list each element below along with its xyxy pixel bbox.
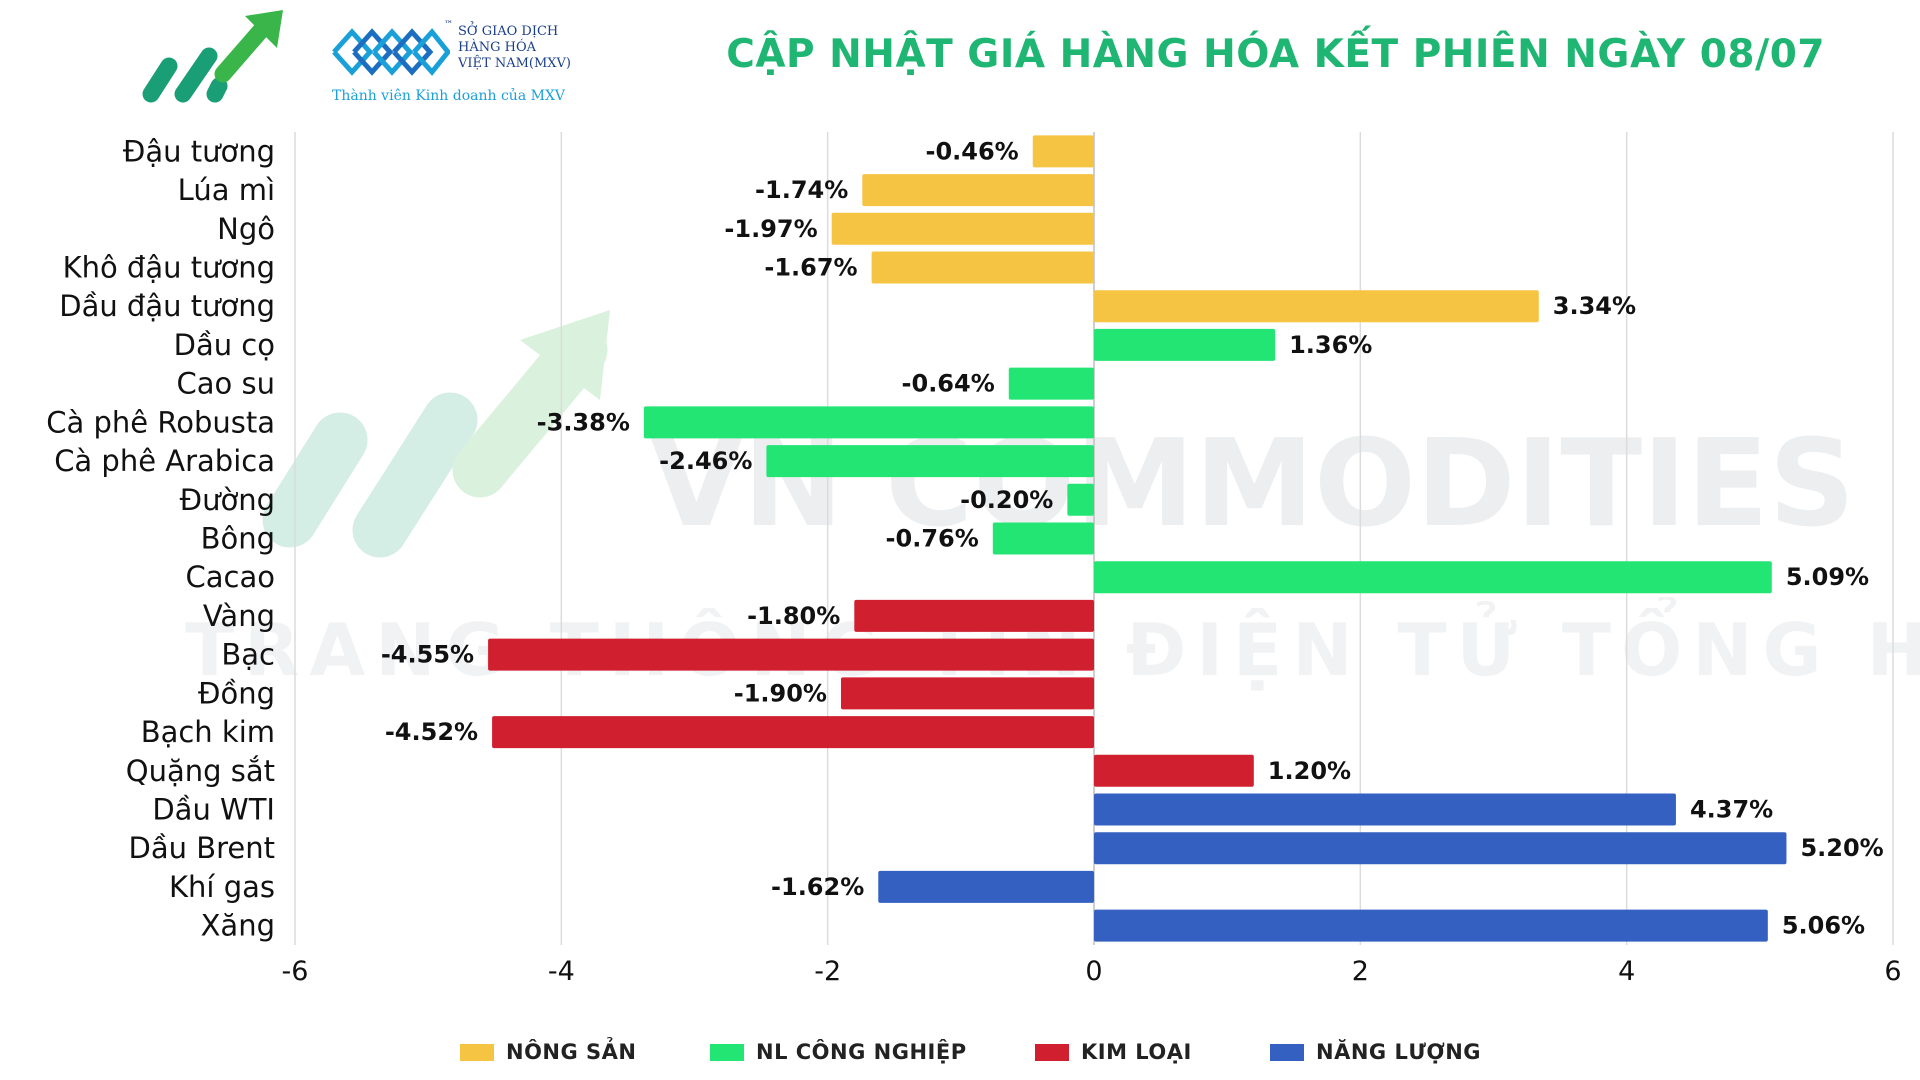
legend-label: NĂNG LƯỢNG <box>1316 1040 1482 1064</box>
mxv-emblem-icon <box>332 28 450 76</box>
bar-13 <box>488 638 1094 671</box>
value-label-9: -0.20% <box>960 486 1053 514</box>
value-label-5: 1.36% <box>1289 331 1372 359</box>
bar-11 <box>1094 561 1772 594</box>
bar-14 <box>840 677 1094 710</box>
category-label-1: Lúa mì <box>178 173 275 207</box>
legend-swatch <box>1035 1043 1069 1061</box>
value-label-12: -1.80% <box>747 602 840 630</box>
bar-18 <box>1094 832 1787 865</box>
legend-item-nl-cong-nghiep: NL CÔNG NGHIỆP <box>710 1040 967 1064</box>
legend-item-kim-loai: KIM LOẠI <box>1035 1040 1192 1064</box>
value-label-19: -1.62% <box>771 873 864 901</box>
bar-5 <box>1094 328 1276 361</box>
x-tick-6: 6 <box>1884 956 1901 987</box>
value-label-16: 1.20% <box>1268 757 1351 785</box>
x-tick-5: 4 <box>1618 956 1635 987</box>
value-label-13: -4.55% <box>381 641 474 669</box>
bar-7 <box>643 406 1094 439</box>
category-label-17: Dầu WTI <box>152 793 275 827</box>
category-label-4: Dầu đậu tương <box>59 289 275 323</box>
legend-swatch <box>460 1043 494 1061</box>
category-label-6: Cao su <box>177 367 275 401</box>
value-label-3: -1.67% <box>764 254 857 282</box>
value-label-14: -1.90% <box>734 679 827 707</box>
legend-swatch <box>710 1043 744 1061</box>
commodity-price-bar-chart: VN COMMODITIES TRANG THÔNG TIN ĐIỆN TỬ T… <box>46 132 1920 987</box>
bar-6 <box>1008 367 1094 400</box>
category-label-10: Bông <box>201 522 275 556</box>
value-label-7: -3.38% <box>537 408 630 436</box>
value-label-10: -0.76% <box>886 525 979 553</box>
value-label-8: -2.46% <box>659 447 752 475</box>
category-label-16: Quặng sắt <box>126 754 275 788</box>
category-label-18: Dầu Brent <box>129 831 275 865</box>
bar-9 <box>1067 483 1094 516</box>
value-label-1: -1.74% <box>755 176 848 204</box>
category-label-2: Ngô <box>217 212 275 246</box>
legend-swatch <box>1270 1043 1304 1061</box>
bar-17 <box>1094 793 1676 826</box>
mxv-line-2: HÀNG HÓA <box>458 40 536 55</box>
bar-10 <box>992 522 1094 555</box>
bar-4 <box>1094 290 1539 323</box>
mxv-line-1: SỞ GIAO DỊCH <box>458 24 559 39</box>
bar-12 <box>854 599 1094 632</box>
value-label-0: -0.46% <box>926 137 1019 165</box>
category-label-0: Đậu tương <box>123 134 275 168</box>
category-label-20: Xăng <box>201 909 275 943</box>
legend-item-nong-san: NÔNG SẢN <box>460 1040 637 1064</box>
bar-0 <box>1032 135 1094 168</box>
value-label-2: -1.97% <box>724 215 817 243</box>
category-label-15: Bạch kim <box>141 715 275 749</box>
x-tick-1: -4 <box>548 956 575 987</box>
x-tick-2: -2 <box>814 956 841 987</box>
x-tick-0: -6 <box>282 956 309 987</box>
category-label-11: Cacao <box>186 560 275 594</box>
category-label-14: Đồng <box>198 676 275 710</box>
category-label-19: Khí gas <box>169 870 275 904</box>
mxv-trademark: ™ <box>444 20 453 30</box>
category-label-9: Đường <box>180 483 275 517</box>
x-tick-4: 2 <box>1352 956 1369 987</box>
bar-1 <box>862 174 1094 207</box>
watermark-logo-icon <box>262 310 610 558</box>
bar-19 <box>878 870 1094 903</box>
mxv-line-3: VIỆT NAM(MXV) <box>458 56 571 71</box>
bar-3 <box>871 251 1094 284</box>
value-label-20: 5.06% <box>1782 912 1865 940</box>
category-label-8: Cà phê Arabica <box>54 444 275 478</box>
bar-2 <box>831 212 1094 245</box>
value-label-6: -0.64% <box>902 370 995 398</box>
category-labels: Đậu tương Lúa mì Ngô Khô đậu tương Dầu đậu t… <box>46 134 275 942</box>
value-label-18: 5.20% <box>1800 834 1883 862</box>
x-axis-ticks: -6 -4 -2 0 2 4 6 <box>282 956 1902 987</box>
bar-15 <box>492 716 1094 749</box>
category-label-7: Cà phê Robusta <box>46 405 275 439</box>
legend-label: NL CÔNG NGHIỆP <box>756 1040 967 1064</box>
legend-label: NÔNG SẢN <box>506 1040 637 1064</box>
bar-16 <box>1094 754 1254 787</box>
category-label-5: Dầu cọ <box>174 328 275 362</box>
bar-8 <box>766 445 1094 478</box>
x-tick-3: 0 <box>1085 956 1102 987</box>
bars <box>488 135 1787 942</box>
page-title: CẬP NHẬT GIÁ HÀNG HÓA KẾT PHIÊN NGÀY 08/… <box>726 32 1825 77</box>
mxv-subtitle: Thành viên Kinh doanh của MXV <box>332 88 566 104</box>
growth-logo-icon <box>142 10 283 103</box>
value-labels: -0.46% -1.74% -1.97% -1.67% 3.34% 1.36% -0.64%… <box>381 137 1884 939</box>
legend: NÔNG SẢN NL CÔNG NGHIỆP KIM LOẠI NĂNG LƯỢNG <box>0 1040 1920 1070</box>
category-label-3: Khô đậu tương <box>63 251 275 285</box>
value-label-17: 4.37% <box>1690 796 1773 824</box>
category-label-13: Bạc <box>221 638 275 672</box>
value-label-15: -4.52% <box>385 718 478 746</box>
bar-20 <box>1094 909 1768 942</box>
value-label-4: 3.34% <box>1553 292 1636 320</box>
legend-label: KIM LOẠI <box>1081 1040 1192 1064</box>
header: ™ SỞ GIAO DỊCH HÀNG HÓA VIỆT NAM(MXV) Th… <box>0 0 1920 130</box>
value-label-11: 5.09% <box>1786 563 1869 591</box>
legend-item-nang-luong: NĂNG LƯỢNG <box>1270 1040 1481 1064</box>
category-label-12: Vàng <box>203 599 275 633</box>
mxv-logo: ™ SỞ GIAO DỊCH HÀNG HÓA VIỆT NAM(MXV) Th… <box>330 20 590 112</box>
